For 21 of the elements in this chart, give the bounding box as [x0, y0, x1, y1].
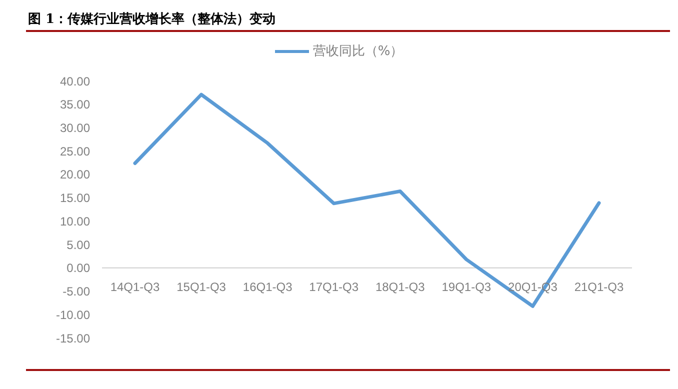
x-tick-label: 16Q1-Q3	[242, 280, 293, 294]
x-tick-label: 14Q1-Q3	[110, 280, 160, 294]
y-tick-label: 0.00	[66, 261, 90, 276]
y-tick-label: 5.00	[66, 238, 90, 252]
x-tick-label: 19Q1-Q3	[442, 280, 492, 294]
y-tick-label: 30.00	[60, 120, 90, 135]
y-tick-label: 25.00	[60, 144, 90, 158]
x-tick-label: 18Q1-Q3	[375, 280, 426, 294]
y-tick-label: 35.00	[60, 98, 90, 112]
x-tick-label: 21Q1-Q3	[574, 280, 624, 294]
y-tick-label: -15.00	[56, 331, 90, 346]
x-tick-label: 15Q1-Q3	[176, 280, 226, 294]
y-tick-label: 40.00	[60, 74, 90, 88]
y-tick-label: 10.00	[60, 214, 90, 228]
y-tick-label: -10.00	[56, 308, 90, 322]
chart-title: 图 1：传媒行业营收增长率（整体法）变动	[28, 10, 276, 28]
y-tick-label: -5.00	[62, 284, 90, 299]
x-tick-label: 17Q1-Q3	[309, 280, 359, 294]
legend-label: 营收同比（%）	[312, 43, 404, 60]
y-tick-label: 15.00	[60, 191, 90, 206]
y-tick-label: 20.00	[60, 168, 90, 182]
